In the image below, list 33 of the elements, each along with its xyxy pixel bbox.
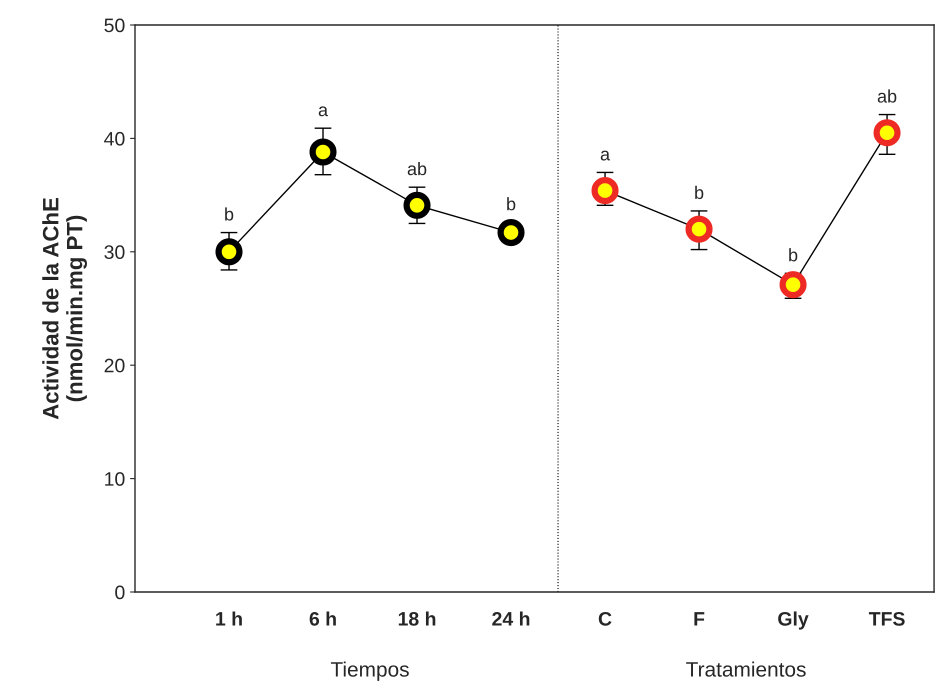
point [874,119,901,146]
y-tick-label: 30 [104,245,125,260]
y-tick-label: 10 [105,472,125,486]
text: Tiempos [330,661,409,681]
text: Tratamientos [686,661,806,677]
y-axis-title: Actividad de la AChE (nmol/min.mg PT) [42,198,87,420]
y-tick-label: 0 [115,585,125,600]
x-tick-label: C [598,612,612,626]
point [497,218,525,246]
point [215,238,243,266]
data-label: b [789,248,798,262]
x-tick-label: F [694,612,704,626]
x-tick-label: 6 h [310,611,336,626]
x-tick-label: Gly [778,611,809,630]
x-tick-label: 18 h [398,611,436,626]
point [780,271,807,298]
data-label: b [225,207,234,221]
data-label: ab [878,89,896,103]
data-label: a [600,150,610,161]
y-tick-label: 40 [104,132,125,146]
data-label: ab [408,162,426,176]
point [591,177,619,204]
data-label: b [695,186,704,200]
data-label: b [507,197,516,210]
point [686,216,713,243]
x-tick-label: 1 h [216,611,242,626]
point [403,192,431,219]
x-tick-label: 24 h [492,611,530,626]
y-tick-label: 20 [104,358,125,372]
data-label: a [318,106,328,116]
x-tick-label: TFS [868,612,905,626]
y-tick-label: 50 [104,18,125,32]
point [309,138,337,166]
